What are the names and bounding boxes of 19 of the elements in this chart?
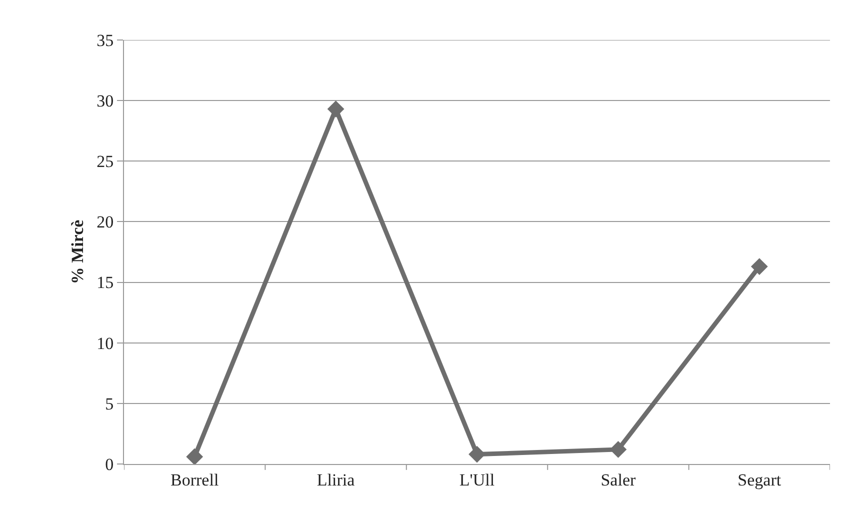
point bbox=[186, 448, 204, 466]
y-tick-label: 10 bbox=[96, 334, 114, 353]
x-tick-label: Saler bbox=[600, 470, 636, 490]
y-tick-label: 35 bbox=[96, 30, 114, 50]
x-tick-label: L'Ull bbox=[459, 470, 495, 490]
point bbox=[327, 100, 344, 118]
x-tick-label: Lliria bbox=[316, 470, 356, 490]
y-tick-label: 25 bbox=[96, 152, 114, 172]
x-tick-label: Segart bbox=[738, 470, 782, 490]
y-tick-label: 30 bbox=[96, 92, 114, 111]
point bbox=[750, 258, 768, 275]
y-tick-label: 5 bbox=[105, 394, 114, 414]
y-axis-title: % Mircè bbox=[68, 219, 88, 284]
point bbox=[468, 446, 486, 463]
y-tick-label: 15 bbox=[96, 273, 114, 292]
y-tick-label: 20 bbox=[96, 212, 114, 232]
y-tick-label: 0 bbox=[105, 454, 114, 474]
x-tick-label: Borrell bbox=[170, 470, 219, 490]
point bbox=[610, 441, 627, 458]
